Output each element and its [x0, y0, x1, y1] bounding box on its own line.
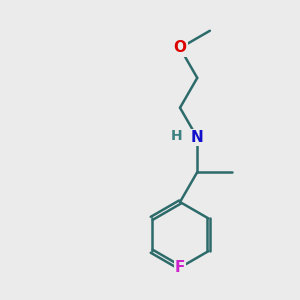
Text: N: N: [191, 130, 204, 145]
Text: H: H: [171, 129, 183, 143]
Text: F: F: [175, 260, 185, 275]
Text: O: O: [173, 40, 187, 56]
